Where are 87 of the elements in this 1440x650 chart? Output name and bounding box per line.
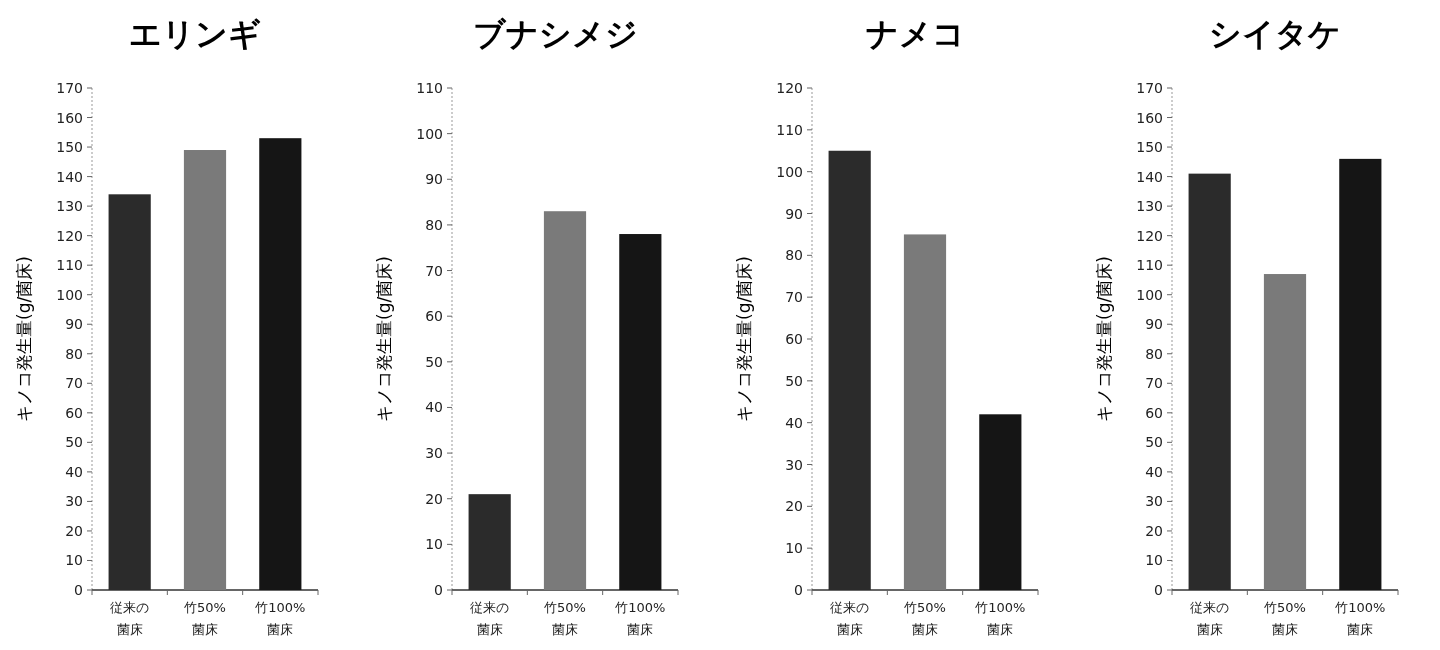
y-tick-label: 90 <box>785 205 803 222</box>
bar <box>543 211 587 590</box>
chart-title: ブナシメジ <box>472 15 638 53</box>
y-tick-label: 40 <box>425 399 443 416</box>
y-tick-label: 160 <box>1136 109 1163 126</box>
y-tick-label: 130 <box>56 198 83 215</box>
y-tick-label: 70 <box>1145 375 1163 392</box>
y-tick-label: 20 <box>785 498 803 515</box>
y-tick-label: 0 <box>434 582 443 598</box>
bar <box>903 234 947 590</box>
y-tick-label: 90 <box>425 171 443 188</box>
x-tick-label: 従来の菌床 <box>470 600 510 637</box>
x-tick-label: 竹100%菌床 <box>255 600 306 637</box>
y-tick-label: 170 <box>56 80 83 96</box>
y-tick-label: 80 <box>425 216 443 233</box>
y-tick-label: 10 <box>65 552 83 569</box>
chart-title: エリンギ <box>129 15 261 53</box>
y-tick-label: 60 <box>425 308 443 325</box>
x-tick-label: 竹50%菌床 <box>184 600 226 637</box>
y-tick-label: 80 <box>65 345 83 362</box>
y-tick-label: 50 <box>785 372 803 389</box>
bar <box>259 138 302 590</box>
x-tick-label: 従来の菌床 <box>110 600 150 637</box>
y-tick-label: 90 <box>1145 316 1163 333</box>
y-tick-label: 40 <box>785 414 803 431</box>
y-tick-label: 130 <box>1136 198 1163 215</box>
y-tick-label: 70 <box>65 375 83 392</box>
y-tick-label: 0 <box>74 582 83 598</box>
y-tick-label: 20 <box>65 522 83 539</box>
x-tick-label: 竹50%菌床 <box>1264 600 1306 637</box>
y-axis-title: キノコ発生量(g/菌床) <box>1094 256 1114 422</box>
y-tick-label: 30 <box>1145 493 1163 510</box>
y-tick-label: 150 <box>56 139 83 156</box>
y-tick-label: 30 <box>425 445 443 462</box>
y-tick-label: 120 <box>56 227 83 244</box>
y-tick-label: 20 <box>425 490 443 507</box>
x-tick-label: 竹50%菌床 <box>544 600 586 637</box>
y-tick-label: 60 <box>1145 404 1163 421</box>
y-tick-label: 100 <box>1136 286 1163 303</box>
y-tick-label: 60 <box>65 404 83 421</box>
y-tick-label: 170 <box>1136 80 1163 96</box>
y-tick-label: 110 <box>56 257 83 274</box>
y-tick-label: 50 <box>65 434 83 451</box>
y-axis-title: キノコ発生量(g/菌床) <box>14 256 34 422</box>
x-tick-label: 竹100%菌床 <box>975 600 1026 637</box>
y-tick-label: 70 <box>785 289 803 306</box>
x-tick-label: 竹100%菌床 <box>615 600 666 637</box>
y-tick-label: 140 <box>56 168 83 185</box>
y-tick-label: 0 <box>794 582 803 598</box>
y-axis-title: キノコ発生量(g/菌床) <box>374 256 394 422</box>
y-tick-label: 0 <box>1154 582 1163 598</box>
y-tick-label: 110 <box>416 80 443 96</box>
x-tick-label: 従来の菌床 <box>830 600 870 637</box>
y-tick-label: 70 <box>425 262 443 279</box>
y-tick-label: 90 <box>65 316 83 333</box>
y-tick-label: 60 <box>785 331 803 347</box>
y-tick-label: 10 <box>1145 552 1163 569</box>
y-tick-label: 20 <box>1145 522 1163 539</box>
y-tick-label: 110 <box>1136 257 1163 274</box>
y-tick-label: 110 <box>776 121 803 138</box>
y-tick-label: 30 <box>65 493 83 510</box>
y-tick-label: 100 <box>56 286 83 303</box>
y-tick-label: 120 <box>1136 227 1163 244</box>
y-tick-label: 40 <box>1145 463 1163 480</box>
y-tick-label: 50 <box>1145 434 1163 451</box>
chart-title: シイタケ <box>1209 15 1341 53</box>
x-tick-label: 竹50%菌床 <box>904 600 946 637</box>
y-tick-label: 50 <box>425 353 443 370</box>
x-tick-label: 従来の菌床 <box>1190 600 1230 637</box>
y-tick-label: 40 <box>65 463 83 480</box>
y-tick-label: 150 <box>1136 139 1163 156</box>
y-tick-label: 80 <box>785 247 803 264</box>
y-tick-label: 30 <box>785 456 803 473</box>
y-tick-label: 100 <box>416 125 443 142</box>
y-tick-label: 160 <box>56 109 83 126</box>
y-tick-label: 10 <box>425 536 443 553</box>
x-tick-label: 竹100%菌床 <box>1335 600 1386 637</box>
y-tick-label: 140 <box>1136 168 1163 185</box>
bar <box>979 414 1022 590</box>
bar <box>619 234 662 590</box>
y-tick-label: 10 <box>785 540 803 557</box>
y-tick-label: 120 <box>776 80 803 96</box>
bar <box>183 150 227 590</box>
y-tick-label: 80 <box>1145 345 1163 362</box>
y-tick-label: 100 <box>776 163 803 180</box>
chart-title: ナメコ <box>865 15 965 53</box>
y-axis-title: キノコ発生量(g/菌床) <box>734 256 754 422</box>
